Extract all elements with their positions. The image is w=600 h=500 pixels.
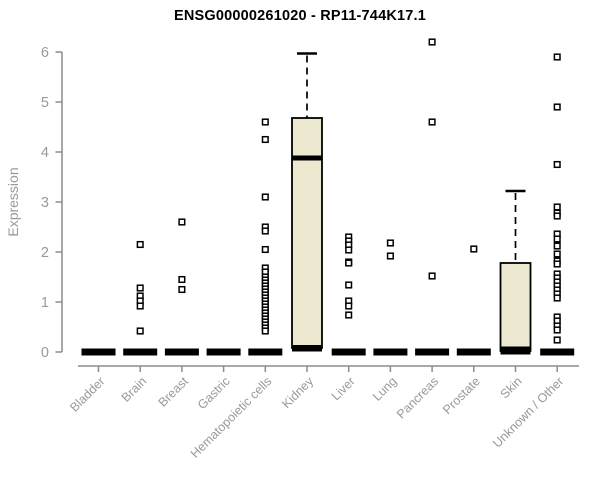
- data-point: [345, 259, 353, 267]
- data-point: [553, 212, 561, 220]
- data-point: [261, 118, 269, 126]
- data-point: [553, 242, 561, 250]
- data-point: [428, 118, 436, 126]
- data-point: [261, 135, 269, 144]
- y-tick-label: 1: [41, 295, 49, 311]
- zero-box-breast: [164, 348, 199, 356]
- x-category-label: Skin: [498, 374, 525, 401]
- box-bottom-bar: [292, 345, 322, 352]
- chart-title: ENSG00000261020 - RP11-744K17.1: [173, 8, 427, 24]
- x-category-label: Hematopoietic cells: [188, 374, 275, 461]
- data-point: [136, 302, 144, 310]
- data-point: [428, 272, 436, 280]
- data-point: [178, 275, 186, 284]
- data-point: [553, 235, 561, 243]
- box-kidney: [291, 117, 323, 349]
- y-axis-title: Expression: [5, 167, 21, 237]
- data-point: [553, 294, 561, 302]
- zero-box-bladder: [81, 348, 116, 356]
- median-line: [500, 346, 531, 352]
- data-point: [136, 240, 144, 249]
- data-point: [553, 336, 561, 344]
- data-point: [261, 227, 269, 235]
- box-skin: [499, 262, 532, 352]
- x-category-label: Lung: [370, 374, 400, 404]
- data-point: [553, 250, 561, 258]
- data-point: [470, 245, 478, 253]
- data-point: [553, 103, 561, 111]
- x-category-label: Prostate: [440, 374, 483, 417]
- y-tick-label: 0: [41, 345, 49, 361]
- data-point: [553, 53, 561, 61]
- data-point: [386, 252, 394, 260]
- y-tick-label: 6: [41, 45, 49, 61]
- x-category-label: Gastric: [195, 374, 233, 412]
- data-point: [261, 193, 269, 201]
- x-category-label: Kidney: [279, 374, 316, 411]
- zero-box-unknown-other: [540, 348, 575, 356]
- zero-box-gastric: [206, 348, 241, 356]
- data-point: [178, 285, 186, 294]
- data-point: [178, 218, 186, 226]
- x-category-label: Bladder: [67, 374, 107, 414]
- data-point: [345, 281, 353, 289]
- data-point: [345, 311, 353, 319]
- y-tick-label: 2: [41, 245, 49, 261]
- y-tick-label: 5: [41, 95, 49, 111]
- data-point: [553, 160, 561, 169]
- data-point: [136, 327, 144, 335]
- data-point: [553, 260, 561, 268]
- data-point: [428, 38, 436, 46]
- data-point: [261, 327, 269, 335]
- median-line: [292, 155, 322, 161]
- zero-box-liver: [331, 348, 366, 356]
- zero-box-pancreas: [415, 348, 450, 356]
- x-category-label: Unknown / Other: [490, 374, 566, 450]
- zero-box-prostate: [456, 348, 491, 356]
- x-category-label: Pancreas: [394, 374, 441, 421]
- x-category-label: Brain: [119, 374, 150, 405]
- zero-box-brain: [123, 348, 158, 356]
- y-tick-label: 4: [41, 145, 49, 161]
- x-category-label: Breast: [156, 374, 192, 410]
- y-tick-label: 3: [41, 195, 49, 211]
- data-point: [136, 284, 144, 292]
- data-point: [345, 246, 353, 254]
- x-category-label: Liver: [329, 374, 358, 403]
- data-point: [345, 302, 353, 310]
- zero-box-lung: [373, 348, 408, 356]
- data-point: [553, 203, 561, 211]
- data-point: [553, 326, 561, 334]
- data-point: [261, 245, 269, 254]
- data-point: [386, 239, 394, 247]
- zero-box-hematopoietic-cells: [248, 348, 283, 356]
